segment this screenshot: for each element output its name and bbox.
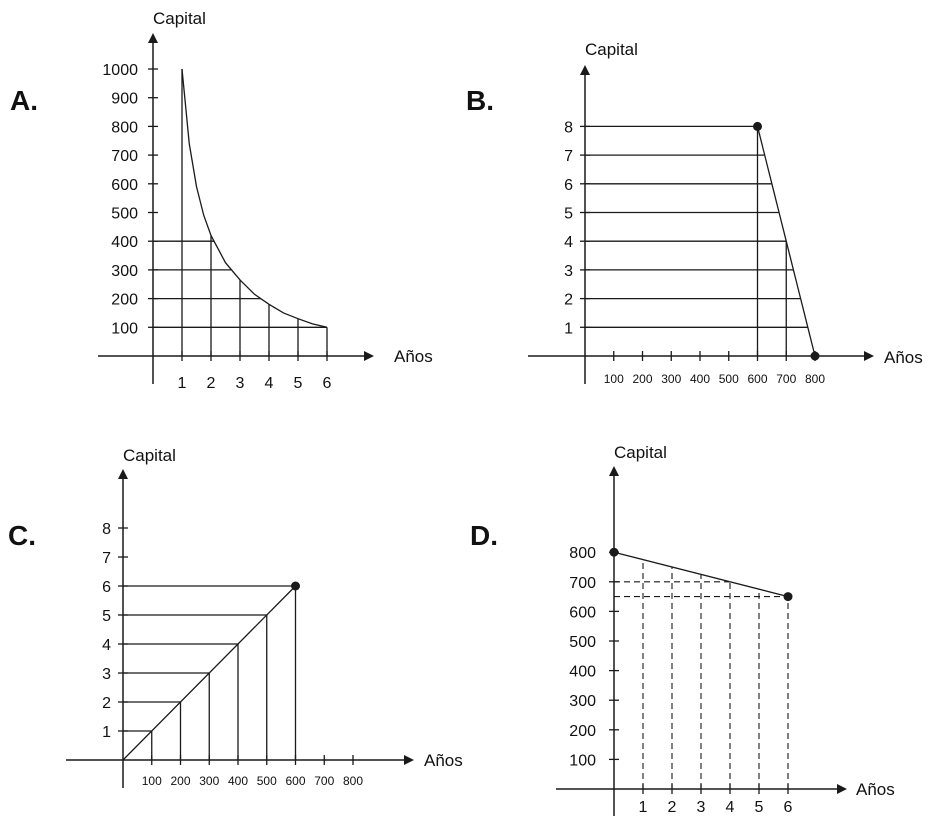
y-tick-label: 7 bbox=[102, 550, 111, 567]
chart-panel-c: C. Capital Años 1 2 3 4 5 6 7 8 100 200 300 400 500 600 7… bbox=[8, 446, 463, 788]
x-axis-title: Años bbox=[424, 751, 463, 770]
x-tick-label: 500 bbox=[257, 774, 277, 788]
series-line bbox=[756, 126, 816, 357]
x-tick-label: 2 bbox=[207, 375, 216, 392]
x-tick-label: 3 bbox=[697, 799, 706, 816]
y-tick-label: 700 bbox=[111, 148, 138, 165]
x-tick-label: 200 bbox=[632, 372, 652, 386]
y-tick-label: 1 bbox=[102, 724, 111, 741]
y-axis-title: Capital bbox=[123, 446, 176, 465]
x-tick-label: 400 bbox=[228, 774, 248, 788]
y-tick-label: 8 bbox=[102, 521, 111, 538]
y-tick-label: 600 bbox=[111, 177, 138, 194]
y-tick-label: 200 bbox=[569, 723, 596, 740]
x-tick-label: 1 bbox=[178, 375, 187, 392]
chart-panel-a: A. Capital Años 100 200 300 400 500 600 700 800 900… bbox=[10, 9, 433, 392]
data-point bbox=[609, 547, 619, 557]
y-tick-label: 800 bbox=[111, 119, 138, 136]
y-tick-label: 400 bbox=[111, 234, 138, 251]
y-tick-label: 5 bbox=[102, 608, 111, 625]
x-axis-title: Años bbox=[856, 780, 895, 799]
x-tick-label: 700 bbox=[314, 774, 334, 788]
x-tick-label: 5 bbox=[294, 375, 303, 392]
y-tick-label: 2 bbox=[102, 695, 111, 712]
chart-panel-b: B. Capital Años 1 2 3 4 5 6 7 8 100 200 300 400 500 600 7… bbox=[466, 40, 923, 386]
y-tick-label: 6 bbox=[564, 177, 573, 194]
y-tick-label: 700 bbox=[569, 575, 596, 592]
y-tick-label: 300 bbox=[569, 693, 596, 710]
y-tick-label: 500 bbox=[111, 206, 138, 223]
y-tick-label: 7 bbox=[564, 148, 573, 165]
x-tick-label: 700 bbox=[776, 372, 796, 386]
x-tick-label: 500 bbox=[719, 372, 739, 386]
x-tick-label: 100 bbox=[142, 774, 162, 788]
y-tick-label: 3 bbox=[564, 263, 573, 280]
panel-label: D. bbox=[470, 520, 498, 551]
x-tick-label: 6 bbox=[784, 799, 793, 816]
x-tick-label: 4 bbox=[726, 799, 735, 816]
x-axis-title: Años bbox=[394, 347, 433, 366]
y-axis-title: Capital bbox=[614, 443, 667, 462]
y-tick-label: 2 bbox=[564, 292, 573, 309]
x-tick-label: 300 bbox=[661, 372, 681, 386]
y-tick-label: 6 bbox=[102, 579, 111, 596]
y-axis-title: Capital bbox=[585, 40, 638, 59]
x-tick-label: 6 bbox=[323, 375, 332, 392]
x-tick-label: 2 bbox=[668, 799, 677, 816]
y-tick-label: 500 bbox=[569, 634, 596, 651]
y-tick-label: 4 bbox=[102, 637, 111, 654]
decay-curve bbox=[181, 68, 328, 328]
y-axis-title: Capital bbox=[153, 9, 206, 28]
x-tick-label: 600 bbox=[285, 774, 305, 788]
x-tick-label: 3 bbox=[236, 375, 245, 392]
y-tick-label: 600 bbox=[569, 604, 596, 621]
y-tick-label: 5 bbox=[564, 206, 573, 223]
x-tick-label: 100 bbox=[604, 372, 624, 386]
x-tick-label: 1 bbox=[639, 799, 648, 816]
y-tick-label: 100 bbox=[111, 320, 138, 337]
x-tick-label: 400 bbox=[690, 372, 710, 386]
y-tick-label: 300 bbox=[111, 263, 138, 280]
y-tick-label: 1000 bbox=[102, 62, 138, 79]
panel-label: B. bbox=[466, 85, 494, 116]
y-tick-label: 800 bbox=[569, 545, 596, 562]
y-tick-label: 200 bbox=[111, 292, 138, 309]
y-tick-label: 8 bbox=[564, 119, 573, 136]
x-tick-label: 200 bbox=[170, 774, 190, 788]
y-tick-label: 100 bbox=[569, 752, 596, 769]
x-tick-label: 300 bbox=[199, 774, 219, 788]
data-point bbox=[783, 592, 793, 602]
data-point bbox=[291, 581, 300, 591]
y-tick-label: 400 bbox=[569, 664, 596, 681]
x-tick-label: 600 bbox=[747, 372, 767, 386]
x-tick-label: 800 bbox=[805, 372, 825, 386]
x-tick-label: 800 bbox=[343, 774, 363, 788]
data-point bbox=[753, 121, 762, 131]
y-tick-label: 3 bbox=[102, 666, 111, 683]
x-tick-label: 4 bbox=[265, 375, 274, 392]
chart-panel-d: D. Capital Años 100 200 300 400 500 600 700 800 1 2 3… bbox=[470, 443, 895, 816]
panel-label: A. bbox=[10, 85, 38, 116]
data-point bbox=[810, 351, 820, 361]
chart-panels: A. Capital Años 100 200 300 400 500 600 700 800 900… bbox=[8, 9, 923, 816]
y-tick-label: 1 bbox=[564, 320, 573, 337]
x-axis-title: Años bbox=[884, 348, 923, 367]
panel-label: C. bbox=[8, 520, 36, 551]
y-tick-label: 900 bbox=[111, 91, 138, 108]
x-tick-label: 5 bbox=[755, 799, 764, 816]
y-tick-label: 4 bbox=[564, 234, 573, 251]
